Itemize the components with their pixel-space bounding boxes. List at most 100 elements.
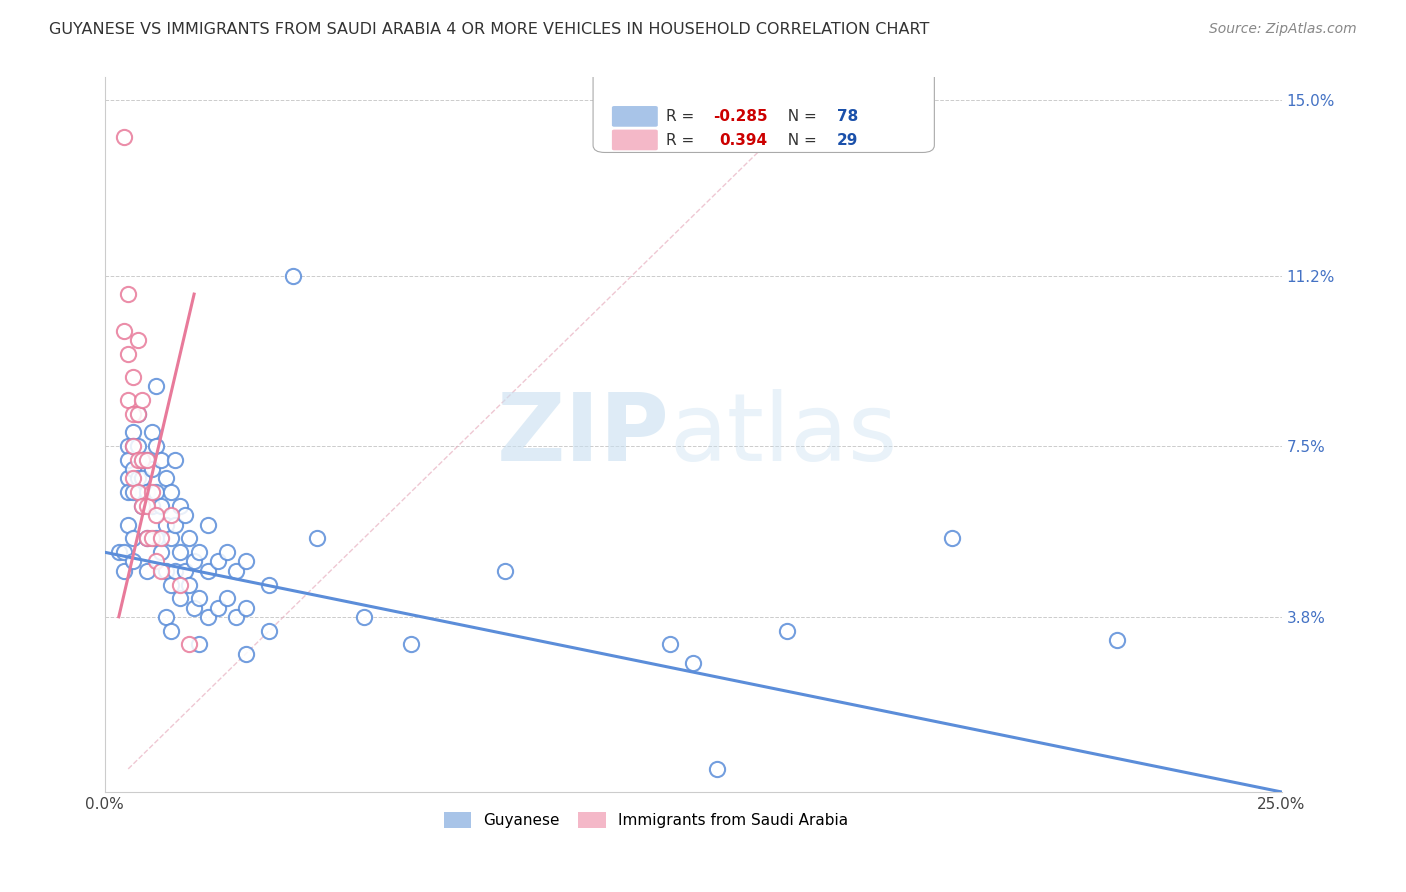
Point (169, 499, 191, 513)
Point (117, 287, 139, 301)
Point (141, 532, 163, 546)
Point (187, 545, 209, 559)
Point (122, 425, 145, 440)
Legend: Guyanese, Immigrants from Saudi Arabia: Guyanese, Immigrants from Saudi Arabia (437, 806, 855, 834)
Point (127, 407, 149, 421)
Point (706, 762, 728, 776)
Point (127, 333, 149, 347)
Point (145, 554, 167, 568)
Text: R =: R = (666, 133, 704, 148)
Point (183, 600, 205, 615)
Point (776, 624, 799, 638)
Point (305, 532, 328, 546)
Point (112, 324, 135, 338)
Point (150, 564, 173, 578)
Point (127, 485, 149, 500)
Point (399, 637, 422, 651)
Point (155, 471, 177, 485)
Point (150, 453, 173, 467)
Text: N =: N = (778, 133, 821, 148)
Point (117, 471, 139, 485)
Point (131, 499, 153, 513)
FancyBboxPatch shape (612, 129, 658, 151)
Point (165, 564, 187, 578)
FancyBboxPatch shape (612, 106, 658, 127)
Text: N =: N = (778, 109, 821, 124)
Point (117, 485, 139, 500)
Point (131, 499, 153, 513)
Point (941, 532, 963, 546)
Point (122, 439, 145, 453)
Text: -0.285: -0.285 (713, 109, 768, 124)
Point (187, 637, 209, 651)
Point (127, 439, 149, 453)
Point (127, 407, 149, 421)
Point (122, 407, 145, 421)
Point (215, 591, 238, 606)
Point (136, 499, 159, 513)
Point (169, 545, 191, 559)
Text: Source: ZipAtlas.com: Source: ZipAtlas.com (1209, 22, 1357, 37)
Point (259, 624, 281, 638)
Point (141, 485, 163, 500)
Point (112, 545, 135, 559)
Text: 29: 29 (837, 133, 858, 148)
Point (117, 439, 139, 453)
Point (179, 532, 201, 546)
Text: GUYANESE VS IMMIGRANTS FROM SAUDI ARABIA 4 OR MORE VEHICLES IN HOUSEHOLD CORRELA: GUYANESE VS IMMIGRANTS FROM SAUDI ARABIA… (49, 22, 929, 37)
Point (682, 656, 704, 670)
FancyBboxPatch shape (593, 63, 935, 153)
Text: 0.394: 0.394 (718, 133, 768, 148)
Point (207, 554, 229, 568)
Point (150, 499, 173, 513)
Text: 78: 78 (837, 109, 858, 124)
Point (145, 532, 167, 546)
Point (131, 471, 153, 485)
Point (141, 499, 163, 513)
Point (150, 532, 173, 546)
Point (131, 453, 153, 467)
Point (122, 462, 145, 476)
Point (145, 439, 167, 453)
Text: R =: R = (666, 109, 699, 124)
Point (173, 564, 195, 578)
Point (141, 462, 163, 476)
Point (136, 485, 159, 500)
Point (122, 370, 145, 384)
Text: ZIP: ZIP (496, 389, 669, 481)
Point (197, 517, 219, 532)
Point (494, 564, 516, 578)
Point (207, 600, 229, 615)
Point (107, 545, 129, 559)
Point (122, 554, 145, 568)
Point (145, 485, 167, 500)
Point (197, 609, 219, 624)
Point (235, 647, 257, 661)
Point (197, 564, 219, 578)
Point (117, 393, 139, 408)
Point (145, 508, 167, 523)
Point (112, 564, 135, 578)
Point (169, 577, 191, 591)
Point (150, 545, 173, 559)
Point (159, 624, 181, 638)
Point (145, 379, 167, 393)
Point (159, 508, 181, 523)
Point (122, 439, 145, 453)
Point (179, 577, 201, 591)
Point (131, 453, 153, 467)
Point (112, 130, 135, 145)
Point (122, 471, 145, 485)
Point (127, 453, 149, 467)
Point (136, 532, 159, 546)
Point (117, 453, 139, 467)
Point (117, 347, 139, 361)
Point (165, 517, 187, 532)
Point (136, 453, 159, 467)
Point (259, 577, 281, 591)
Point (225, 564, 247, 578)
Point (165, 453, 187, 467)
Point (117, 517, 139, 532)
Point (658, 637, 681, 651)
Point (141, 425, 163, 440)
